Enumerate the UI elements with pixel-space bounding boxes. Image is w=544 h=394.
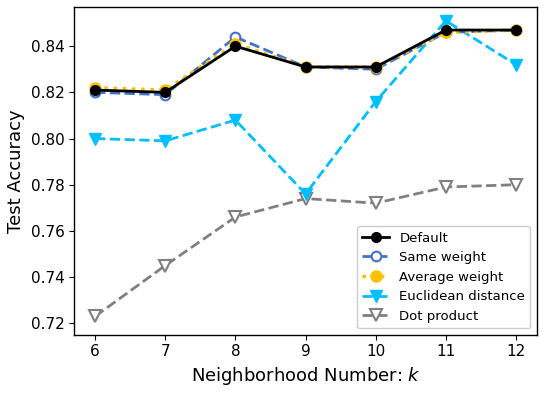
X-axis label: Neighborhood Number: $k$: Neighborhood Number: $k$	[190, 365, 421, 387]
Euclidean distance	[92, 136, 98, 141]
Same weight	[232, 35, 239, 39]
Default	[232, 44, 239, 48]
Euclidean distance	[162, 138, 169, 143]
Default	[92, 88, 98, 93]
Default	[373, 65, 379, 69]
Same weight	[302, 65, 309, 69]
Dot product	[92, 314, 98, 319]
Y-axis label: Test Accuracy: Test Accuracy	[7, 109, 25, 233]
Average weight	[232, 41, 239, 46]
Line: Euclidean distance: Euclidean distance	[90, 15, 522, 199]
Same weight	[443, 30, 449, 35]
Line: Average weight: Average weight	[90, 24, 522, 96]
Average weight	[162, 88, 169, 93]
Average weight	[302, 65, 309, 69]
Default	[302, 65, 309, 69]
Dot product	[232, 215, 239, 219]
Euclidean distance	[373, 99, 379, 104]
Dot product	[513, 182, 520, 187]
Line: Dot product: Dot product	[90, 179, 522, 322]
Default	[162, 90, 169, 95]
Average weight	[373, 65, 379, 69]
Euclidean distance	[232, 118, 239, 123]
Average weight	[513, 28, 520, 32]
Euclidean distance	[302, 191, 309, 196]
Dot product	[162, 263, 169, 268]
Line: Same weight: Same weight	[90, 25, 521, 100]
Same weight	[162, 92, 169, 97]
Euclidean distance	[513, 62, 520, 67]
Dot product	[373, 201, 379, 206]
Average weight	[92, 85, 98, 90]
Same weight	[513, 28, 520, 32]
Default	[513, 28, 520, 32]
Default	[443, 28, 449, 32]
Dot product	[443, 185, 449, 190]
Dot product	[302, 196, 309, 201]
Same weight	[373, 67, 379, 72]
Same weight	[92, 90, 98, 95]
Euclidean distance	[443, 19, 449, 23]
Average weight	[443, 30, 449, 35]
Line: Default: Default	[90, 25, 521, 97]
Legend: Default, Same weight, Average weight, Euclidean distance, Dot product: Default, Same weight, Average weight, Eu…	[357, 226, 530, 328]
